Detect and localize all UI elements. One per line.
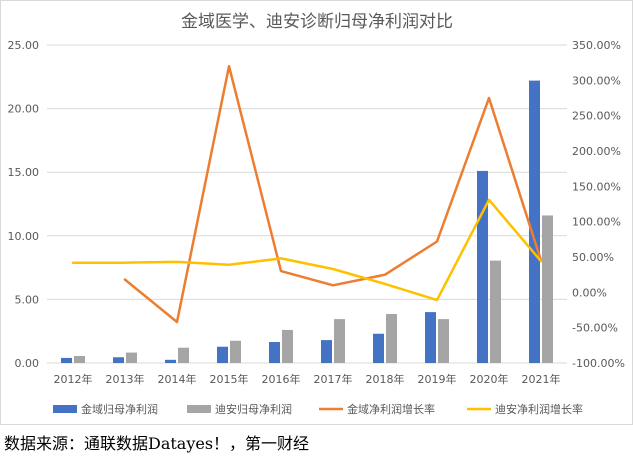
y-left-tick-label: 15.00 (8, 166, 40, 179)
x-tick-label: 2015年 (210, 372, 249, 386)
y-left-tick-label: 25.00 (8, 39, 40, 52)
bar-jinyu (217, 346, 228, 363)
chart-svg: 金域医学、迪安诊断归母净利润对比 0.00 5.00 10.00 15.00 20.00… (8, 12, 625, 416)
bar-jinyu (425, 312, 436, 363)
bar-dian (74, 356, 85, 363)
y-right-tick-label: -50.00% (572, 322, 618, 335)
bar-dian (126, 352, 137, 363)
bar-dian (282, 329, 293, 363)
y-left-tick-label: 20.00 (8, 103, 40, 116)
legend-swatch (53, 405, 77, 413)
chart-frame: 金域医学、迪安诊断归母净利润对比 0.00 5.00 10.00 15.00 20.00… (0, 0, 633, 425)
y-right-tick-label: 150.00% (572, 180, 621, 193)
legend-label: 金域归母净利润 (81, 402, 158, 416)
axis-layer: 0.00 5.00 10.00 15.00 20.00 25.00 -100.00% -50.… (8, 39, 625, 386)
bar-jinyu (165, 359, 176, 363)
x-tick-label: 2019年 (418, 372, 457, 386)
bar-dian (542, 215, 553, 363)
bar-jinyu (61, 357, 72, 363)
bar-dian (334, 319, 345, 363)
x-tick-label: 2021年 (522, 372, 561, 386)
legend-swatch (187, 405, 211, 413)
bar-dian (230, 340, 241, 363)
bar-dian (438, 319, 449, 363)
bar-dian (386, 314, 397, 363)
bar-dian (490, 260, 501, 363)
y-right-tick-label: 50.00% (572, 251, 614, 264)
x-tick-label: 2016年 (262, 372, 301, 386)
y-right-tick-label: 350.00% (572, 39, 621, 52)
x-tick-label: 2017年 (314, 372, 353, 386)
bar-jinyu (477, 170, 488, 363)
grid-layer (47, 44, 567, 364)
y-right-tick-label: 300.00% (572, 74, 621, 87)
legend-label: 金域净利润增长率 (347, 402, 435, 416)
source-note: 数据来源：通联数据Datayes！，第一财经 (4, 434, 310, 453)
y-right-tick-label: -100.00% (572, 357, 625, 370)
x-tick-label: 2012年 (54, 372, 93, 386)
bar-jinyu (113, 357, 124, 363)
y-left-tick-label: 10.00 (8, 230, 40, 243)
y-left-tick-label: 0.00 (15, 357, 40, 370)
bar-jinyu (321, 340, 332, 363)
line-series-dian-growth (71, 198, 543, 302)
line-series-jinyu-growth (123, 64, 543, 324)
bar-dian (178, 347, 189, 363)
y-right-tick-label: 250.00% (572, 110, 621, 123)
lines-layer (71, 64, 543, 324)
legend-label: 迪安净利润增长率 (495, 402, 583, 416)
y-right-tick-label: 200.00% (572, 145, 621, 158)
bar-jinyu (373, 333, 384, 363)
x-tick-label: 2013年 (106, 372, 145, 386)
legend: 金域归母净利润 迪安归母净利润 金域净利润增长率 迪安净利润增长率 (53, 402, 583, 416)
x-tick-label: 2020年 (470, 372, 509, 386)
bar-jinyu (529, 80, 540, 363)
x-tick-label: 2018年 (366, 372, 405, 386)
y-left-tick-label: 5.00 (15, 293, 40, 306)
chart-title: 金域医学、迪安诊断归母净利润对比 (181, 12, 453, 32)
bars-layer (61, 80, 553, 363)
legend-label: 迪安归母净利润 (215, 402, 292, 416)
y-right-tick-label: 100.00% (572, 216, 621, 229)
x-tick-label: 2014年 (158, 372, 197, 386)
y-right-tick-label: 0.00% (572, 286, 607, 299)
bar-jinyu (269, 342, 280, 363)
